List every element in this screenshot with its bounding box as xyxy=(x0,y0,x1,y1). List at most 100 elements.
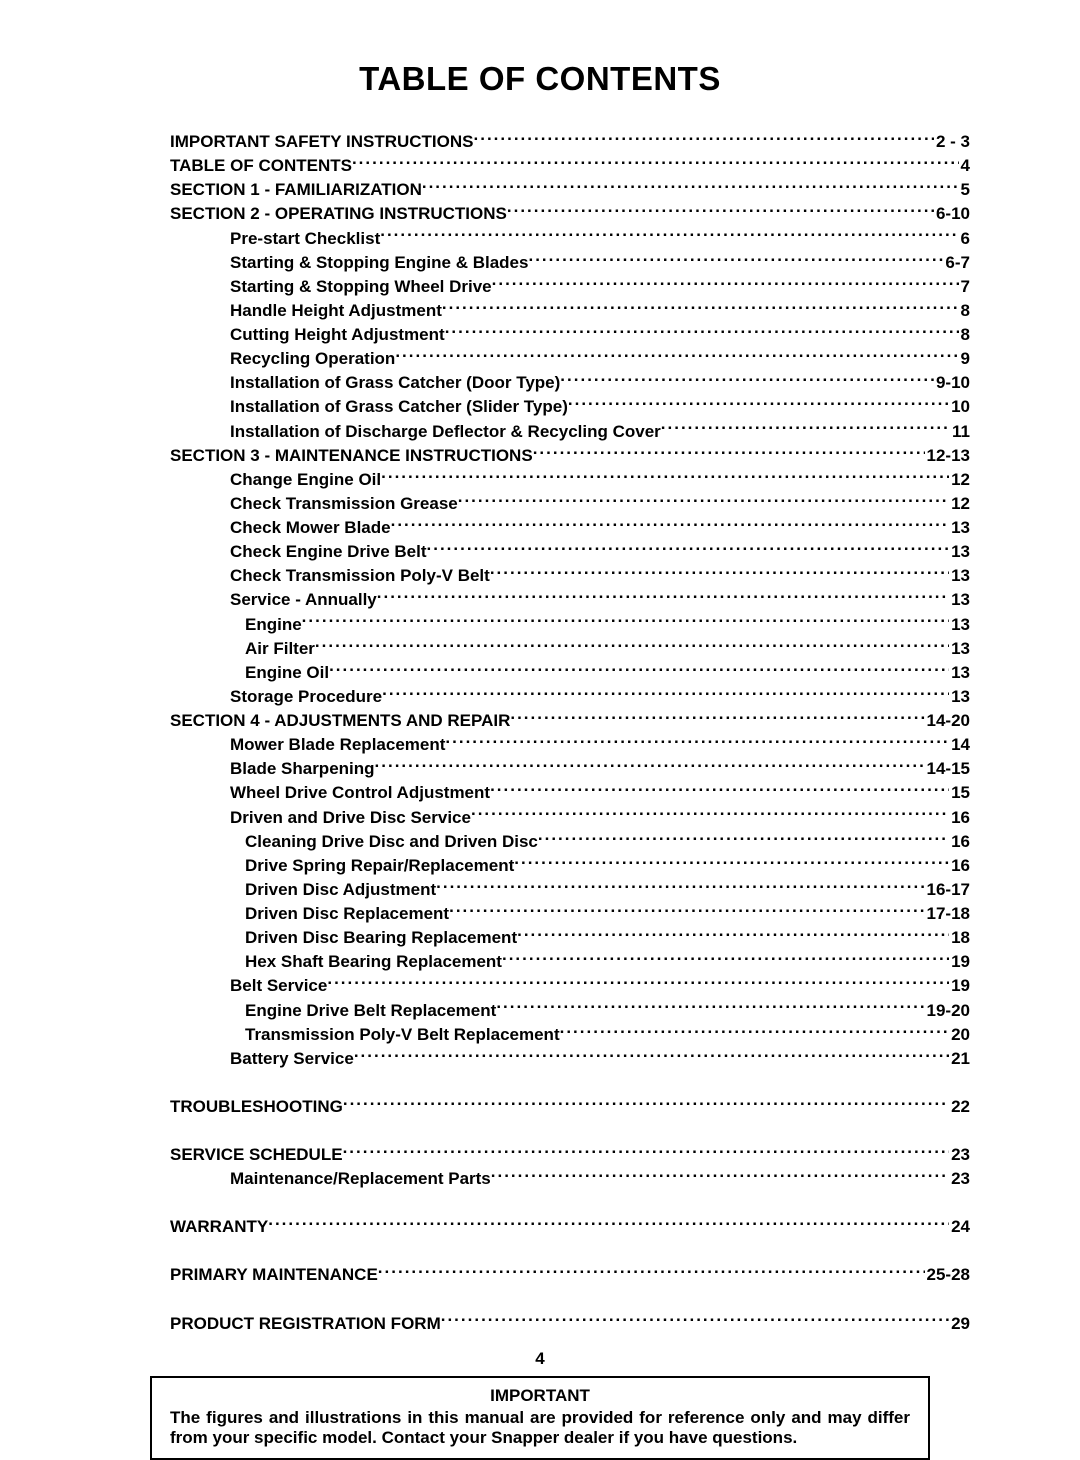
toc-entry-page: 13 xyxy=(949,661,970,685)
toc-entry-page: 18 xyxy=(949,926,970,950)
toc-leader-dots xyxy=(422,178,959,195)
toc-entry: TABLE OF CONTENTS4 xyxy=(110,154,970,178)
toc-entry-page: 6-7 xyxy=(943,251,970,275)
toc-entry: Installation of Discharge Deflector & Re… xyxy=(110,420,970,444)
toc-leader-dots xyxy=(514,854,949,871)
toc-entry-page: 13 xyxy=(949,588,970,612)
toc-spacer xyxy=(110,1119,970,1143)
toc-leader-dots xyxy=(327,974,949,991)
toc-entry: Cutting Height Adjustment 8 xyxy=(110,323,970,347)
toc-entry-label: Pre-start Checklist xyxy=(230,227,380,251)
toc-entry: Hex Shaft Bearing Replacement19 xyxy=(110,950,970,974)
toc-leader-dots xyxy=(377,588,949,605)
toc-entry-page: 17-18 xyxy=(925,902,970,926)
toc-entry-page: 21 xyxy=(949,1047,970,1071)
toc-entry-page: 16 xyxy=(949,830,970,854)
toc-entry-label: Engine xyxy=(245,613,302,637)
toc-entry-label: Check Engine Drive Belt xyxy=(230,540,427,564)
toc-leader-dots xyxy=(268,1215,949,1232)
toc-entry-label: Check Mower Blade xyxy=(230,516,391,540)
toc-entry-page: 14-15 xyxy=(925,757,970,781)
toc-leader-dots xyxy=(391,516,949,533)
toc-entry: Starting & Stopping Wheel Drive7 xyxy=(110,275,970,299)
toc-spacer xyxy=(110,1071,970,1095)
toc-entry-label: Recycling Operation xyxy=(230,347,395,371)
toc-entry: Installation of Grass Catcher (Door Type… xyxy=(110,371,970,395)
toc-entry-page: 5 xyxy=(959,178,970,202)
toc-entry: Handle Height Adjustment8 xyxy=(110,299,970,323)
toc-entry-label: Drive Spring Repair/Replacement xyxy=(245,854,514,878)
toc-entry-label: Starting & Stopping Engine & Blades xyxy=(230,251,528,275)
toc-entry: Blade Sharpening14-15 xyxy=(110,757,970,781)
toc-entry-page: 13 xyxy=(949,564,970,588)
toc-leader-dots xyxy=(427,540,950,557)
toc-entry-page: 24 xyxy=(949,1215,970,1239)
toc-entry-page: 8 xyxy=(959,323,970,347)
toc-leader-dots xyxy=(382,685,949,702)
toc-entry: Engine Oil13 xyxy=(110,661,970,685)
toc-entry-label: SECTION 3 - MAINTENANCE INSTRUCTIONS xyxy=(170,444,533,468)
toc-entry-label: Handle Height Adjustment xyxy=(230,299,442,323)
toc-entry: SECTION 2 - OPERATING INSTRUCTIONS6-10 xyxy=(110,202,970,226)
toc-entry: Driven and Drive Disc Service16 xyxy=(110,806,970,830)
toc-leader-dots xyxy=(315,637,949,654)
toc-entry-page: 6 xyxy=(959,227,970,251)
toc-entry-label: Air Filter xyxy=(245,637,315,661)
toc-leader-dots xyxy=(445,733,949,750)
toc-entry-page: 12-13 xyxy=(925,444,970,468)
toc-leader-dots xyxy=(352,154,959,171)
toc-entry-label: TABLE OF CONTENTS xyxy=(170,154,352,178)
toc-entry: Driven Disc Adjustment16-17 xyxy=(110,878,970,902)
toc-leader-dots xyxy=(538,830,949,847)
toc-entry-label: Driven Disc Replacement xyxy=(245,902,449,926)
toc-entry-label: Mower Blade Replacement xyxy=(230,733,445,757)
toc-entry-label: SECTION 1 - FAMILIARIZATION xyxy=(170,178,422,202)
toc-entry-page: 25-28 xyxy=(925,1263,970,1287)
toc-entry: Cleaning Drive Disc and Driven Disc 16 xyxy=(110,830,970,854)
toc-leader-dots xyxy=(458,492,949,509)
toc-entry-page: 10 xyxy=(949,395,970,419)
toc-entry: Starting & Stopping Engine & Blades 6-7 xyxy=(110,251,970,275)
toc-leader-dots xyxy=(510,709,924,726)
toc-entry-page: 14-20 xyxy=(925,709,970,733)
table-of-contents: IMPORTANT SAFETY INSTRUCTIONS2 - 3TABLE … xyxy=(110,130,970,1336)
toc-entry-label: WARRANTY xyxy=(170,1215,268,1239)
toc-leader-dots xyxy=(661,420,950,437)
toc-entry-label: IMPORTANT SAFETY INSTRUCTIONS xyxy=(170,130,474,154)
toc-entry-label: Check Transmission Grease xyxy=(230,492,458,516)
toc-entry-label: Check Transmission Poly-V Belt xyxy=(230,564,490,588)
toc-entry: Check Mower Blade13 xyxy=(110,516,970,540)
toc-entry-label: SERVICE SCHEDULE xyxy=(170,1143,343,1167)
toc-entry: Belt Service19 xyxy=(110,974,970,998)
toc-entry: Check Transmission Grease12 xyxy=(110,492,970,516)
toc-entry-page: 16 xyxy=(949,854,970,878)
toc-entry: Recycling Operation9 xyxy=(110,347,970,371)
toc-entry-label: PRODUCT REGISTRATION FORM xyxy=(170,1312,441,1336)
toc-leader-dots xyxy=(442,299,959,316)
toc-leader-dots xyxy=(380,227,958,244)
toc-entry-label: Installation of Discharge Deflector & Re… xyxy=(230,420,661,444)
toc-entry-label: Service - Annually xyxy=(230,588,377,612)
toc-entry-page: 23 xyxy=(949,1143,970,1167)
toc-entry-label: Transmission Poly-V Belt Replacement xyxy=(245,1023,560,1047)
toc-entry-page: 13 xyxy=(949,685,970,709)
toc-entry-page: 16 xyxy=(949,806,970,830)
toc-entry-label: Maintenance/Replacement Parts xyxy=(230,1167,491,1191)
toc-spacer xyxy=(110,1191,970,1215)
toc-entry: Battery Service21 xyxy=(110,1047,970,1071)
toc-leader-dots xyxy=(496,999,924,1016)
toc-entry: Service - Annually 13 xyxy=(110,588,970,612)
toc-leader-dots xyxy=(378,1263,925,1280)
toc-entry: SECTION 1 - FAMILIARIZATION 5 xyxy=(110,178,970,202)
toc-entry-label: Engine Drive Belt Replacement xyxy=(245,999,496,1023)
toc-entry-label: Installation of Grass Catcher (Slider Ty… xyxy=(230,395,568,419)
toc-entry: Storage Procedure13 xyxy=(110,685,970,709)
toc-entry: Maintenance/Replacement Parts23 xyxy=(110,1167,970,1191)
toc-entry-label: Cutting Height Adjustment xyxy=(230,323,445,347)
toc-entry-page: 29 xyxy=(949,1312,970,1336)
toc-entry-page: 19-20 xyxy=(925,999,970,1023)
toc-entry-label: Cleaning Drive Disc and Driven Disc xyxy=(245,830,538,854)
toc-entry-page: 9-10 xyxy=(934,371,970,395)
toc-leader-dots xyxy=(490,781,949,798)
toc-entry: WARRANTY 24 xyxy=(110,1215,970,1239)
